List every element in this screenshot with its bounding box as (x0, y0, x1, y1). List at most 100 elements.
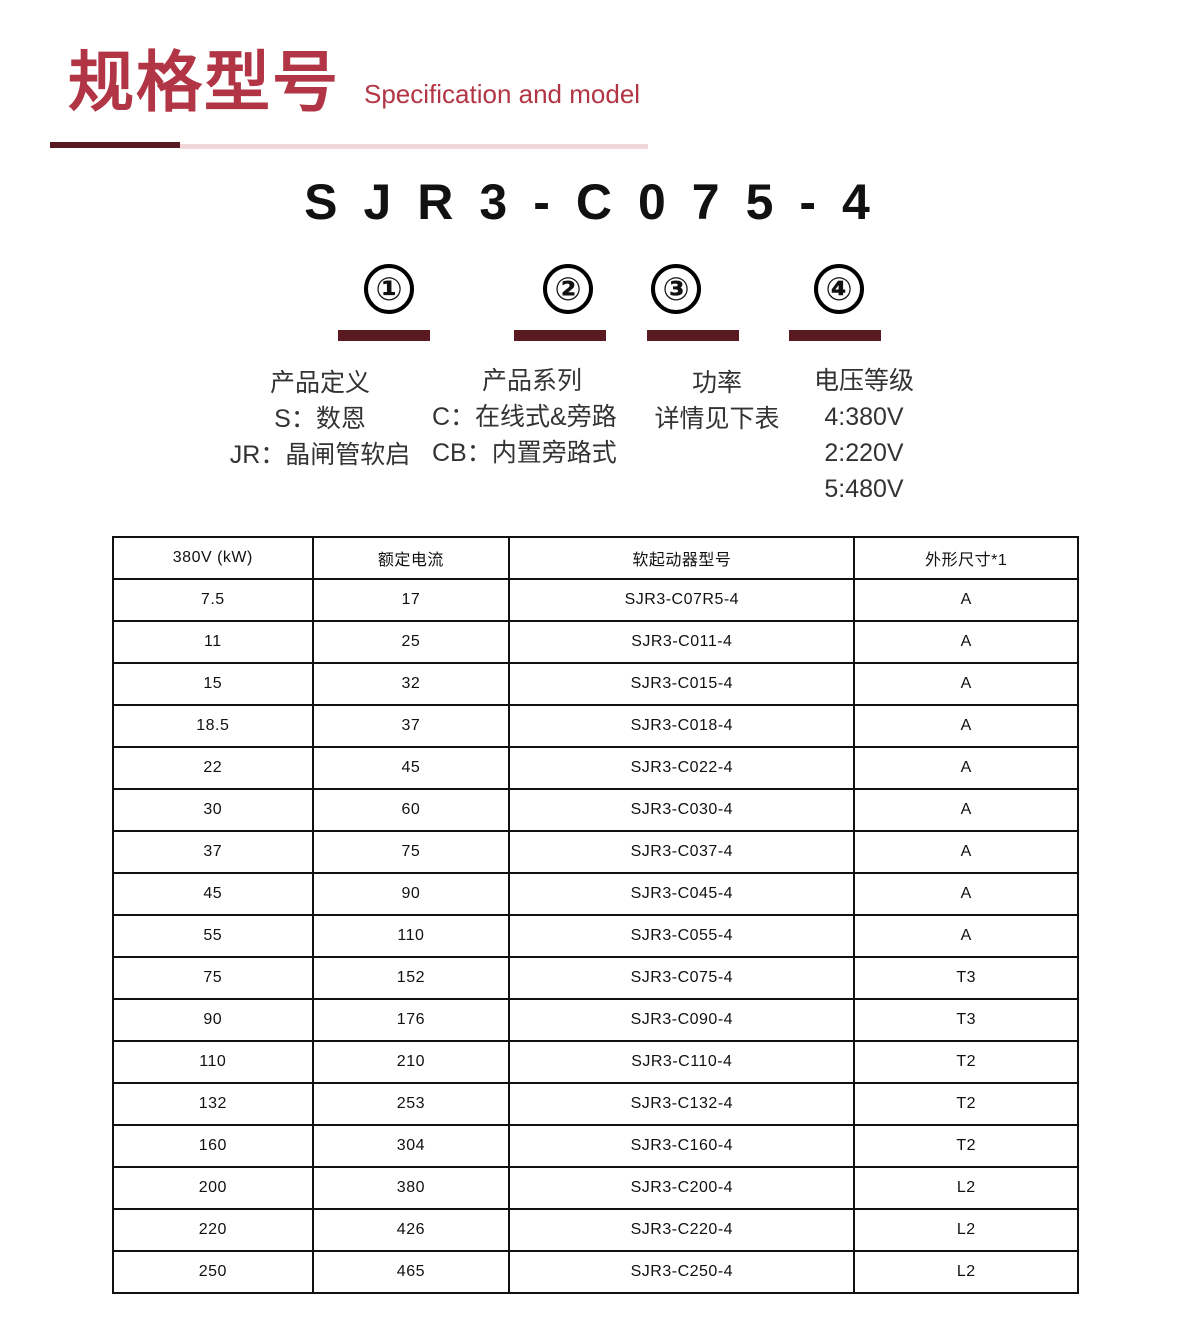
table-row: 22 45 SJR3-C022-4 A (112, 746, 1079, 790)
part-line: 5:480V (824, 475, 904, 503)
part-line: C：在线式&旁路 (432, 403, 617, 431)
part-title: 产品定义 (269, 369, 370, 397)
cell-current: 152 (311, 956, 511, 1000)
cell-size: A (853, 578, 1079, 622)
cell-model: SJR3-C110-4 (508, 1040, 856, 1084)
cell-power: 220 (112, 1208, 314, 1252)
part-desc-1: 产品定义 S：数恩 JR：晶闸管软启 (220, 365, 420, 473)
cell-current: 426 (311, 1208, 511, 1252)
cell-power: 160 (112, 1124, 314, 1168)
cell-size: A (853, 620, 1079, 664)
cell-size: T3 (853, 998, 1079, 1042)
part-number-1: ① (364, 264, 414, 314)
cell-power: 200 (112, 1166, 314, 1210)
table-row: 75 152 SJR3-C075-4 T3 (112, 956, 1079, 1000)
part-number-3: ③ (651, 264, 701, 314)
title-underline-dark (50, 142, 180, 148)
cell-size: A (853, 746, 1079, 790)
cell-model: SJR3-C022-4 (508, 746, 856, 790)
cell-size: T3 (853, 956, 1079, 1000)
table-header-row: 380V (kW) 额定电流 软起动器型号 外形尺寸*1 (112, 536, 1079, 580)
table-row: 220 426 SJR3-C220-4 L2 (112, 1208, 1079, 1252)
table-row: 7.5 17 SJR3-C07R5-4 A (112, 578, 1079, 622)
cell-model: SJR3-C200-4 (508, 1166, 856, 1210)
cell-current: 176 (311, 998, 511, 1042)
col-header-size: 外形尺寸*1 (853, 536, 1079, 580)
cell-model: SJR3-C250-4 (508, 1250, 856, 1294)
table-row: 200 380 SJR3-C200-4 L2 (112, 1166, 1079, 1210)
part-bar-1 (338, 330, 430, 341)
cell-model: SJR3-C055-4 (508, 914, 856, 958)
table-row: 37 75 SJR3-C037-4 A (112, 830, 1079, 874)
part-line: 4:380V (824, 403, 904, 431)
table-row: 132 253 SJR3-C132-4 T2 (112, 1082, 1079, 1126)
cell-size: A (853, 704, 1079, 748)
cell-size: L2 (853, 1166, 1079, 1210)
part-line: 2:220V (824, 439, 904, 467)
col-header-model: 软起动器型号 (508, 536, 856, 580)
table-row: 30 60 SJR3-C030-4 A (112, 788, 1079, 832)
cell-power: 132 (112, 1082, 314, 1126)
cell-size: T2 (853, 1040, 1079, 1084)
table-row: 110 210 SJR3-C110-4 T2 (112, 1040, 1079, 1084)
part-line: 详情见下表 (654, 405, 780, 433)
cell-model: SJR3-C037-4 (508, 830, 856, 874)
cell-size: T2 (853, 1124, 1079, 1168)
cell-power: 15 (112, 662, 314, 706)
cell-power: 7.5 (112, 578, 314, 622)
cell-model: SJR3-C07R5-4 (508, 578, 856, 622)
cell-size: A (853, 872, 1079, 916)
table-row: 55 110 SJR3-C055-4 A (112, 914, 1079, 958)
cell-size: A (853, 914, 1079, 958)
spec-table: 380V (kW) 额定电流 软起动器型号 外形尺寸*1 7.5 17 SJR3-C… (112, 536, 1079, 1294)
cell-size: T2 (853, 1082, 1079, 1126)
cell-current: 304 (311, 1124, 511, 1168)
part-line: S：数恩 (274, 405, 366, 433)
cell-size: L2 (853, 1208, 1079, 1252)
cell-current: 37 (311, 704, 511, 748)
table-row: 90 176 SJR3-C090-4 T3 (112, 998, 1079, 1042)
cell-current: 17 (311, 578, 511, 622)
part-title: 功率 (691, 369, 742, 397)
cell-current: 60 (311, 788, 511, 832)
cell-power: 90 (112, 998, 314, 1042)
cell-power: 22 (112, 746, 314, 790)
cell-power: 250 (112, 1250, 314, 1294)
col-header-current: 额定电流 (311, 536, 511, 580)
part-title: 电压等级 (813, 367, 914, 395)
part-desc-2: 产品系列 C：在线式&旁路 CB：内置旁路式 (432, 363, 632, 471)
model-code: SJR3-C075-4 (304, 174, 896, 230)
part-number-2: ② (543, 264, 593, 314)
cell-model: SJR3-C011-4 (508, 620, 856, 664)
cell-current: 465 (311, 1250, 511, 1294)
table-row: 11 25 SJR3-C011-4 A (112, 620, 1079, 664)
cell-power: 110 (112, 1040, 314, 1084)
cell-power: 30 (112, 788, 314, 832)
cell-size: A (853, 662, 1079, 706)
cell-current: 253 (311, 1082, 511, 1126)
cell-power: 11 (112, 620, 314, 664)
part-bar-3 (647, 330, 739, 341)
cell-current: 110 (311, 914, 511, 958)
part-bar-2 (514, 330, 606, 341)
cell-current: 75 (311, 830, 511, 874)
cell-current: 210 (311, 1040, 511, 1084)
cell-model: SJR3-C030-4 (508, 788, 856, 832)
title-underline-light (180, 144, 648, 149)
part-line: JR：晶闸管软启 (229, 441, 411, 469)
table-row: 45 90 SJR3-C045-4 A (112, 872, 1079, 916)
cell-model: SJR3-C220-4 (508, 1208, 856, 1252)
cell-power: 37 (112, 830, 314, 874)
part-desc-4: 电压等级 4:380V 2:220V 5:480V (800, 363, 928, 507)
cell-current: 90 (311, 872, 511, 916)
cell-model: SJR3-C075-4 (508, 956, 856, 1000)
col-header-power: 380V (kW) (112, 536, 314, 580)
page-title: 规格型号 (68, 45, 340, 119)
part-desc-3: 功率 详情见下表 (642, 365, 792, 437)
cell-power: 75 (112, 956, 314, 1000)
cell-model: SJR3-C160-4 (508, 1124, 856, 1168)
table-row: 160 304 SJR3-C160-4 T2 (112, 1124, 1079, 1168)
cell-current: 25 (311, 620, 511, 664)
part-number-4: ④ (814, 264, 864, 314)
page-subtitle: Specification and model (364, 79, 641, 109)
